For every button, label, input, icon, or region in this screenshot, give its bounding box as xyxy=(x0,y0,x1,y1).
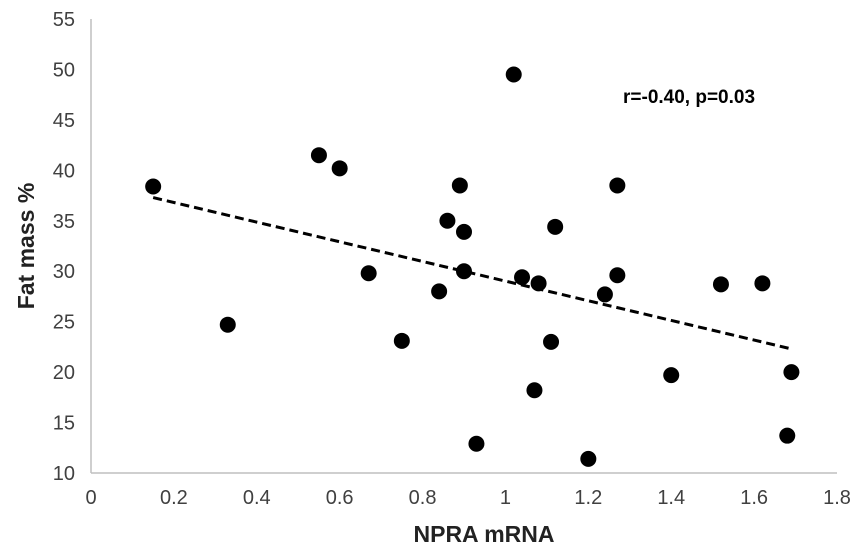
data-point xyxy=(779,427,796,444)
y-axis-title: Fat mass % xyxy=(13,183,39,310)
data-point xyxy=(530,275,547,292)
data-point xyxy=(393,332,410,349)
y-tick-label: 40 xyxy=(53,160,75,182)
x-tick-label: 1.4 xyxy=(657,487,685,509)
data-point xyxy=(543,333,560,350)
data-points xyxy=(145,66,800,467)
y-tick-label: 55 xyxy=(53,9,75,31)
x-tick-label: 0.6 xyxy=(326,487,354,509)
data-point xyxy=(596,286,613,303)
trendline xyxy=(152,196,792,351)
data-point xyxy=(145,178,162,195)
y-tick-label: 30 xyxy=(53,261,75,283)
data-point xyxy=(754,275,771,292)
data-point xyxy=(456,223,472,240)
x-tick-labels: 0 0.2 0.4 0.6 0.8 1 1.2 1.4 1.6 1.8 xyxy=(85,487,850,509)
data-point xyxy=(580,450,597,467)
data-point xyxy=(451,177,468,194)
x-tick-label: 0 xyxy=(85,487,96,509)
x-tick-label: 1.8 xyxy=(823,487,851,509)
y-tick-label: 35 xyxy=(53,211,75,233)
data-point xyxy=(456,263,472,280)
data-point xyxy=(712,276,729,293)
data-point xyxy=(514,269,531,286)
data-point xyxy=(783,364,800,381)
data-point xyxy=(547,218,564,235)
y-tick-label: 10 xyxy=(53,463,75,485)
y-tick-label: 20 xyxy=(53,362,75,384)
x-tick-label: 1.2 xyxy=(574,487,602,509)
y-tick-label: 25 xyxy=(53,312,75,334)
data-point xyxy=(310,147,327,164)
trendline-group xyxy=(152,196,792,351)
x-tick-label: 1.6 xyxy=(740,487,768,509)
data-point xyxy=(505,66,522,83)
y-tick-label: 15 xyxy=(53,413,75,435)
x-tick-label: 1 xyxy=(500,487,511,509)
data-point xyxy=(431,283,448,300)
axes xyxy=(90,19,837,474)
data-point xyxy=(331,160,348,177)
y-tick-label: 50 xyxy=(53,59,75,81)
y-tick-labels: 10 15 20 25 30 35 40 45 50 55 xyxy=(53,9,75,485)
data-point xyxy=(609,177,626,194)
x-tick-label: 0.4 xyxy=(243,487,271,509)
data-point xyxy=(663,367,680,384)
correlation-annotation: r=-0.40, p=0.03 xyxy=(623,87,755,108)
data-point xyxy=(360,265,377,282)
data-point xyxy=(526,382,543,399)
data-point xyxy=(439,212,456,229)
data-point xyxy=(219,316,236,333)
x-tick-label: 0.8 xyxy=(409,487,437,509)
y-tick-label: 45 xyxy=(53,110,75,132)
data-point xyxy=(609,267,626,284)
x-axis-title: NPRA mRNA xyxy=(414,521,555,547)
data-point xyxy=(468,435,485,452)
x-tick-label: 0.2 xyxy=(160,487,188,509)
